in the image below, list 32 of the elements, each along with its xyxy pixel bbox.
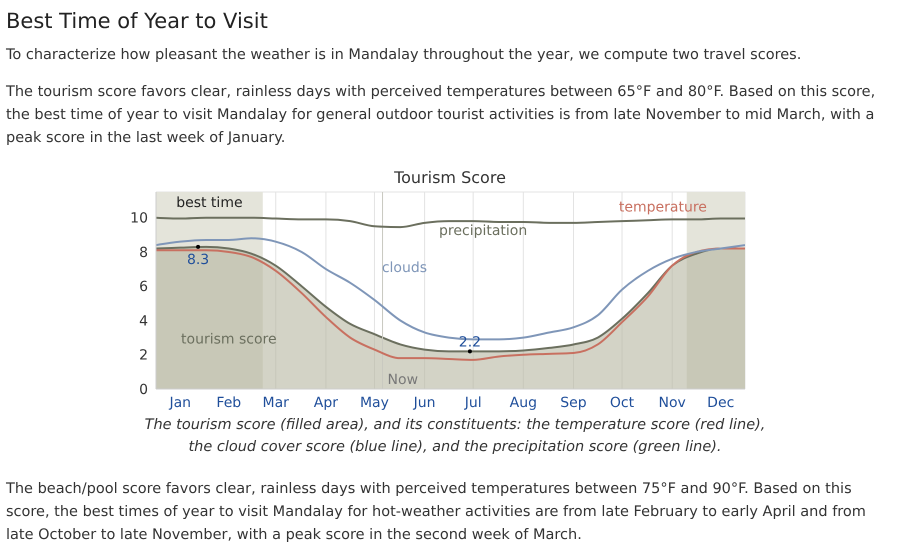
x-tick-label: Sep <box>560 394 587 411</box>
y-tick-label: 0 <box>139 382 148 398</box>
x-tick-label: Mar <box>262 394 290 411</box>
line-series <box>156 248 745 361</box>
text: The beach/pool score favors clear, rainless days with perceived temperatures between 75°F and 90°F. Based on this score, the best times of year to visit Mandalay for hot-weather activities are from late February to early April and from late October to late November, with a peak score in the second week of March. <box>6 480 867 545</box>
x-tick-label: Feb <box>216 394 242 411</box>
x-tick-label: Jun <box>412 394 436 411</box>
chart-title: Tourism Score <box>393 168 507 187</box>
y-tick-label: 10 <box>130 210 148 227</box>
x-tick-label: Nov <box>658 394 686 411</box>
x-tick-label: Aug <box>510 394 537 411</box>
text: Best Time of Year to Visit <box>6 9 269 33</box>
text: temperature <box>618 199 707 216</box>
text: To characterize how pleasant the weather is in Mandalay throughout the year, we compute two travel scores. <box>6 46 802 65</box>
text: The tourism score (filled area), and its constituents: the temperature score (red line), the cloud cover score (blue line), and the precipitation score (green line). <box>144 416 766 457</box>
y-tick-label: 4 <box>139 313 148 330</box>
annotation: 8.3 <box>186 252 210 268</box>
y-tick-label: 2 <box>139 348 148 364</box>
y-tick-label: 6 <box>139 279 148 296</box>
band-label: best time <box>176 194 243 211</box>
ref-line-label: Now <box>388 372 418 388</box>
x-tick-label: Apr <box>314 394 338 411</box>
x-tick-label: Jul <box>464 394 482 411</box>
series-label: clouds <box>382 260 428 276</box>
text: The tourism score favors clear, rainless days with perceived temperatures between 65°F and 80°F. Based on this score, the best time of year to visit Mandalay for general outdoor tourist activities is from late November to mid March, with a peak score in the last week of January. <box>6 83 876 148</box>
x-tick-label: Jan <box>168 394 192 411</box>
x-tick-label: Oct <box>610 394 635 411</box>
series-label: tourism score <box>181 332 277 348</box>
x-tick-label: Dec <box>707 394 734 411</box>
y-tick-label: 8 <box>139 244 148 261</box>
x-tick-label: May <box>360 394 389 411</box>
series-label: precipitation <box>439 223 528 240</box>
